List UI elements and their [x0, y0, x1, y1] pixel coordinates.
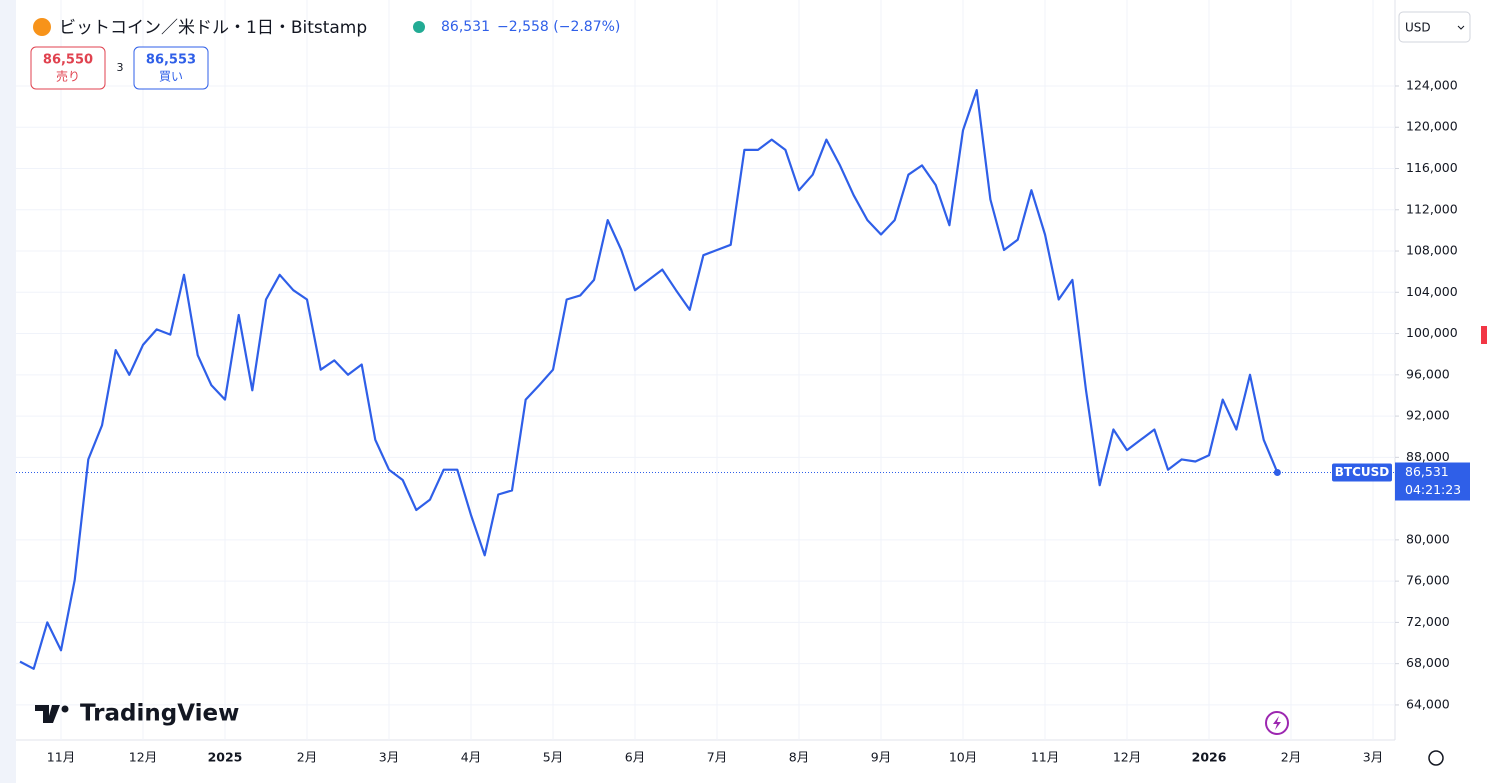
price-tag [1395, 462, 1470, 501]
y-tick-label: 108,000 [1406, 243, 1458, 258]
y-tick-label: 100,000 [1406, 325, 1458, 340]
x-tick-label: 4月 [461, 750, 481, 765]
y-tick-label: 92,000 [1406, 408, 1450, 423]
last-point [1273, 469, 1281, 477]
sell-button[interactable] [30, 46, 106, 90]
y-tick-label: 96,000 [1406, 366, 1450, 381]
left-toolbar-edge [0, 0, 16, 783]
market-status [413, 21, 425, 33]
sell-price: 86,550 [43, 53, 93, 68]
x-tick-label: 2026 [1192, 750, 1227, 765]
logo-dot [61, 705, 69, 713]
buy-button[interactable] [133, 46, 209, 90]
alert-bolt [1273, 716, 1281, 730]
sell-label: 売り [56, 69, 80, 84]
currency: USD [1405, 21, 1431, 35]
x-tick-label: 8月 [789, 750, 809, 765]
x-tick-label: 12月 [1113, 750, 1141, 765]
y-tick-label: 112,000 [1406, 201, 1458, 216]
x-tick-label: 6月 [625, 750, 645, 765]
currency-select[interactable] [1398, 11, 1471, 43]
x-tick-label: 2月 [297, 750, 317, 765]
x-tick-label: 12月 [129, 750, 157, 765]
y-tick-label: 120,000 [1406, 119, 1458, 134]
x-tick-label: 11月 [47, 750, 75, 765]
y-tick-label: 68,000 [1406, 655, 1450, 670]
y-tick-label: 116,000 [1406, 160, 1458, 175]
spread: 3 [117, 61, 124, 74]
grid [16, 0, 1395, 740]
alert-icon[interactable] [1265, 711, 1289, 735]
x-tick-label: 9月 [871, 750, 891, 765]
x-tick-label: 2025 [208, 750, 243, 765]
plot [16, 89, 1395, 670]
coin-icon [33, 18, 51, 36]
x-tick-label: 11月 [1031, 750, 1059, 765]
y-tick-label: 88,000 [1406, 449, 1450, 464]
brand: TradingView [80, 701, 239, 727]
y-tick-label: 104,000 [1406, 284, 1458, 299]
axes: 64,000 68,000 72,000 76,000 80,000 88,000 92,0… [47, 77, 1470, 765]
x-tick-label: 5月 [543, 750, 563, 765]
buy-label: 買い [159, 70, 183, 84]
y-tick-label: 64,000 [1406, 696, 1450, 711]
x-tick-label: 7月 [707, 750, 727, 765]
y-tick-label: 76,000 [1406, 573, 1450, 588]
y-tick-label: 124,000 [1406, 77, 1458, 92]
x-tick-label: 10月 [949, 750, 977, 765]
symbol-title: ビットコイン／米ドル・1日・Bitstamp [59, 18, 367, 38]
settings-icon[interactable] [1428, 750, 1444, 766]
x-tick-label: 2月 [1281, 750, 1301, 765]
y-tick-label: 80,000 [1406, 531, 1450, 546]
price-line [19, 89, 1279, 670]
symbol-tag-label: BTCUSD [1335, 465, 1390, 479]
symbol-tag [1332, 463, 1392, 482]
last-price: 86,531 [441, 19, 490, 35]
x-tick-label: 3月 [379, 750, 399, 765]
countdown: 04:21:23 [1405, 482, 1461, 497]
y-tick-label: 72,000 [1406, 614, 1450, 629]
dropdown-arrow [1457, 25, 1465, 30]
x-tick-label: 3月 [1363, 750, 1383, 765]
logo-mark [35, 705, 60, 723]
buy-price: 86,553 [146, 53, 196, 68]
side-marker [1481, 326, 1487, 344]
price-change: −2,558 (−2.87%) [497, 19, 620, 35]
price-tag-label: 86,531 [1405, 464, 1449, 479]
